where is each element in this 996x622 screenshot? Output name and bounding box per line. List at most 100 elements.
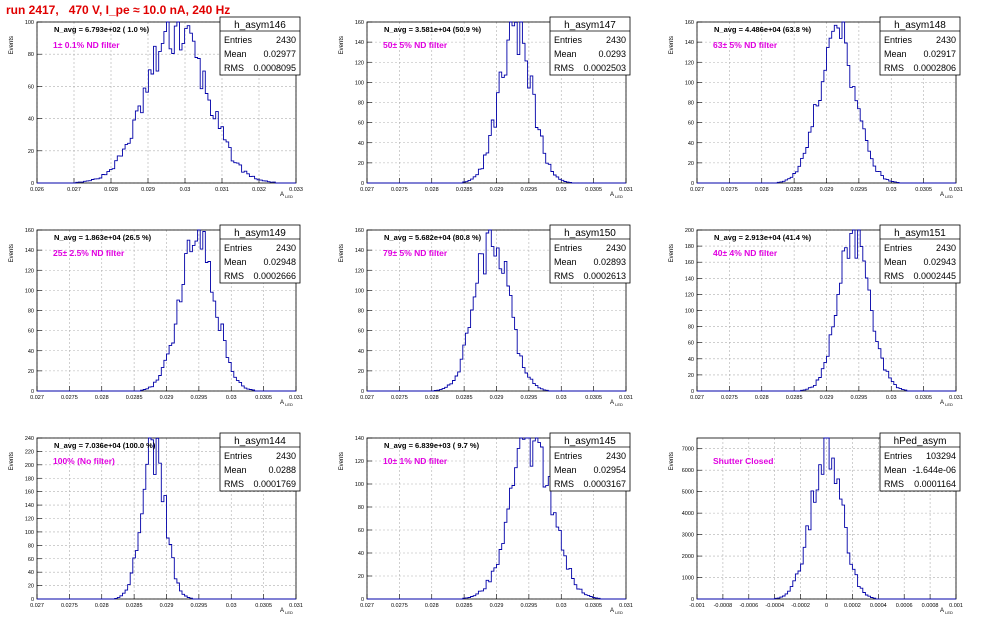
y-axis-title: Events <box>669 244 675 262</box>
x-tick-label: 0.027 <box>360 187 374 193</box>
histogram-hPed_asym <box>697 437 956 600</box>
y-tick-label: 60 <box>358 329 364 335</box>
histogram-h_asym146 <box>37 21 296 184</box>
y-axis-title: Events <box>339 452 345 470</box>
filter-label: 79± 5% ND filter <box>383 248 448 258</box>
x-tick-label: 0.027 <box>690 395 704 401</box>
stats-value: 0.0288 <box>268 465 296 475</box>
stats-box <box>549 432 631 492</box>
x-tick-label: 0.031 <box>619 603 633 609</box>
y-tick-label: 60 <box>688 121 694 127</box>
y-tick-label: 120 <box>685 60 694 66</box>
stats-value: 0.0002613 <box>583 271 626 281</box>
x-tick-label: 0.0295 <box>190 395 207 401</box>
filter-label: 1± 0.1% ND filter <box>53 40 120 50</box>
x-tick-label: 0.0295 <box>520 603 537 609</box>
y-axis-title: Events <box>9 452 15 470</box>
stats-value: 2430 <box>606 243 626 253</box>
filter-label: 10± 1% ND filter <box>383 456 448 466</box>
stats-label: Mean <box>224 257 247 267</box>
stats-title: h_asym146 <box>234 20 286 31</box>
histogram-h_asym148 <box>697 21 956 184</box>
y-tick-label: 0 <box>691 389 694 395</box>
y-tick-label: 20 <box>358 574 364 580</box>
panel-h_asym145: 0.027 0.0275 0.028 0.0285 0.029 0.0295 0.03 0.0… <box>339 432 633 615</box>
y-tick-label: 60 <box>688 341 694 347</box>
y-tick-label: 20 <box>358 369 364 375</box>
stats-value: 2430 <box>936 35 956 45</box>
x-tick-label: 0.03 <box>886 187 897 193</box>
stats-value: 0.0002445 <box>913 271 956 281</box>
x-tick-label: -0.0002 <box>791 603 810 609</box>
stats-value: 0.02948 <box>263 257 296 267</box>
y-tick-label: 20 <box>688 373 694 379</box>
y-tick-label: 80 <box>688 101 694 107</box>
y-tick-label: 180 <box>685 244 694 250</box>
x-tick-label: 0.0305 <box>255 603 272 609</box>
stats-title: h_asym148 <box>894 20 946 31</box>
stats-label: Entries <box>884 243 913 253</box>
y-tick-label: 60 <box>28 557 34 563</box>
x-tick-label: 0.031 <box>215 187 229 193</box>
stats-label: RMS <box>224 63 244 73</box>
x-axis-title: A LED <box>280 192 293 199</box>
stats-value: 0.0002503 <box>583 63 626 73</box>
x-tick-label: 0.0305 <box>585 395 602 401</box>
x-tick-label: 0.03 <box>556 187 567 193</box>
stats-label: Entries <box>554 243 583 253</box>
x-tick-label: 0.03 <box>226 395 237 401</box>
stats-value: 2430 <box>936 243 956 253</box>
x-tick-label: 0.029 <box>820 395 834 401</box>
y-tick-label: 40 <box>28 570 34 576</box>
y-tick-label: 6000 <box>682 468 694 474</box>
stats-box <box>549 224 631 284</box>
y-axis-title: Events <box>669 36 675 54</box>
stats-value: 0.02977 <box>263 49 296 59</box>
histogram-h_asym150 <box>367 229 626 392</box>
stats-value: 0.0293 <box>598 49 626 59</box>
stats-label: Mean <box>884 49 907 59</box>
x-tick-label: 0.0285 <box>126 603 143 609</box>
stats-box <box>879 224 961 284</box>
x-tick-label: 0.029 <box>490 187 504 193</box>
y-tick-label: 40 <box>358 551 364 557</box>
x-tick-label: 0.0305 <box>915 395 932 401</box>
y-tick-label: 0 <box>361 597 364 603</box>
x-tick-label: 0.0295 <box>190 603 207 609</box>
panel-h_asym150: 0.027 0.0275 0.028 0.0285 0.029 0.0295 0.03 0.0… <box>339 224 633 407</box>
x-axis-title: A LED <box>610 192 623 199</box>
y-tick-label: 120 <box>685 292 694 298</box>
stats-label: RMS <box>884 479 904 489</box>
stats-value: 0.0002806 <box>913 63 956 73</box>
x-tick-label: 0.0285 <box>786 187 803 193</box>
stats-label: Mean <box>884 257 907 267</box>
stats-value: 0.0001769 <box>253 479 296 489</box>
stats-value: 103294 <box>926 451 956 461</box>
x-tick-label: 0 <box>825 603 828 609</box>
x-tick-label: 0.03 <box>180 187 191 193</box>
y-axis-title: Events <box>339 244 345 262</box>
panel-hPed_asym: -0.001 -0.0008 -0.0006 -0.0004 -0.0002 0 0.000… <box>669 432 963 615</box>
x-tick-label: 0.0305 <box>585 603 602 609</box>
navg-label: N_avg = 4.486e+04 (63.8 %) <box>714 25 812 34</box>
stats-label: Mean <box>554 257 577 267</box>
y-tick-label: 120 <box>355 268 364 274</box>
x-tick-label: 0.0295 <box>520 187 537 193</box>
y-tick-label: 3000 <box>682 533 694 539</box>
y-tick-label: 7000 <box>682 447 694 453</box>
stats-value: 2430 <box>606 451 626 461</box>
y-tick-label: 40 <box>688 141 694 147</box>
x-tick-label: 0.027 <box>690 187 704 193</box>
x-tick-label: 0.031 <box>619 187 633 193</box>
y-tick-label: 200 <box>25 463 34 469</box>
y-tick-label: 0 <box>31 181 34 187</box>
y-tick-label: 0 <box>361 389 364 395</box>
panel-h_asym151: 0.027 0.0275 0.028 0.0285 0.029 0.0295 0.03 0.0… <box>669 224 963 407</box>
y-tick-label: 60 <box>28 329 34 335</box>
y-tick-label: 60 <box>358 528 364 534</box>
x-tick-label: -0.0008 <box>714 603 733 609</box>
x-axis-title: A LED <box>280 400 293 407</box>
stats-label: Entries <box>224 451 253 461</box>
x-tick-label: 0.031 <box>619 395 633 401</box>
y-tick-label: 100 <box>355 482 364 488</box>
